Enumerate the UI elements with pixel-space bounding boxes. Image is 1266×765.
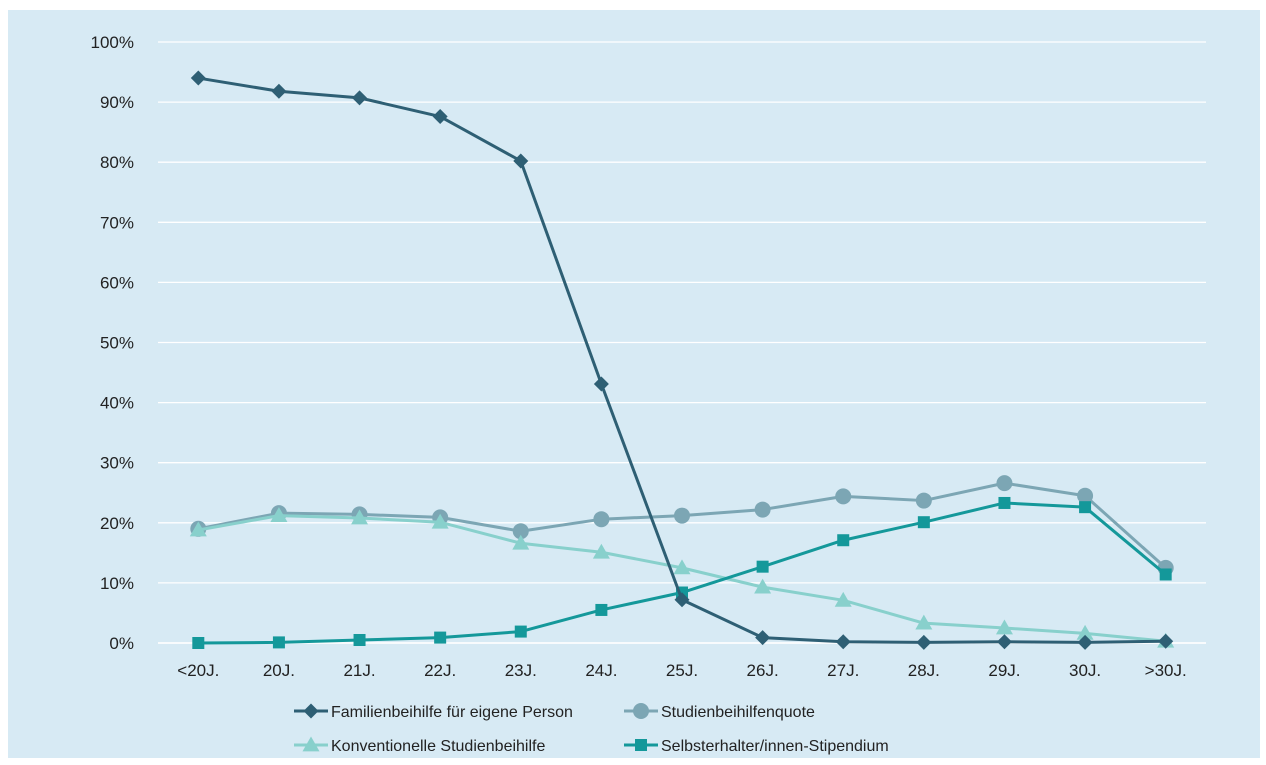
data-point: [674, 507, 690, 524]
legend-label: Studienbeihilfenquote: [661, 704, 815, 721]
data-point: [1158, 633, 1174, 649]
data-point: [192, 637, 205, 649]
chart-area: 0% 10% 20% 30% 40% 50% 60% 70% 80% 90% 100% <20J. 2…: [8, 10, 1260, 758]
data-point: [996, 475, 1013, 492]
x-tick-label: 27J.: [827, 661, 859, 680]
y-tick-label: 60%: [100, 273, 134, 292]
data-point: [673, 559, 691, 575]
x-tick-label: 20J.: [263, 661, 295, 680]
data-point: [431, 513, 449, 529]
data-point: [837, 534, 850, 547]
y-tick-label: 30%: [100, 454, 134, 473]
data-point: [835, 634, 851, 650]
data-point: [353, 633, 366, 646]
x-tick-label: 29J.: [988, 661, 1020, 680]
data-point: [513, 153, 529, 169]
x-tick-label: 25J.: [666, 661, 698, 680]
data-point: [754, 501, 771, 518]
legend-marker: [633, 703, 649, 719]
data-point: [351, 509, 369, 525]
data-point: [1079, 501, 1092, 514]
x-axis-ticks: <20J. 20J. 21J. 22J. 23J. 24J. 25J. 26J. 27J. 28J…: [177, 661, 1186, 680]
data-point: [595, 603, 608, 616]
data-point: [916, 634, 932, 650]
data-point: [272, 636, 285, 649]
y-tick-label: 40%: [100, 394, 134, 413]
data-point: [996, 634, 1012, 650]
data-point: [189, 521, 207, 537]
line-chart: 0% 10% 20% 30% 40% 50% 60% 70% 80% 90% 100% <20J. 2…: [91, 33, 1206, 755]
gridlines: [158, 41, 1206, 644]
data-point: [270, 507, 288, 522]
legend-marker: [635, 739, 647, 751]
data-point: [593, 511, 610, 528]
y-tick-label: 10%: [100, 574, 134, 593]
data-point: [674, 592, 690, 608]
data-point: [915, 492, 932, 509]
data-point: [917, 516, 930, 529]
y-tick-label: 70%: [100, 213, 134, 232]
data-point: [271, 83, 287, 99]
data-point: [1077, 487, 1094, 504]
x-tick-label: 28J.: [908, 661, 940, 680]
legend-marker: [302, 736, 320, 752]
series-line: [198, 514, 1166, 643]
data-point: [755, 630, 771, 646]
data-point: [754, 578, 772, 594]
data-point: [190, 70, 206, 86]
legend-item: Familienbeihilfe für eigene Person: [294, 703, 573, 721]
data-point: [432, 109, 448, 125]
y-tick-label: 80%: [100, 153, 134, 172]
data-point: [834, 591, 852, 607]
series-2: [189, 507, 1175, 648]
data-point: [835, 488, 852, 505]
legend-label: Konventionelle Studienbeihilfe: [331, 738, 545, 755]
legend-marker: [303, 703, 319, 719]
data-point: [915, 614, 933, 630]
legend: Familienbeihilfe für eigene Person Studie…: [294, 703, 889, 755]
x-tick-label: <20J.: [177, 661, 219, 680]
data-point: [1159, 568, 1172, 581]
data-point: [995, 619, 1013, 635]
x-tick-label: 23J.: [505, 661, 537, 680]
y-tick-label: 90%: [100, 93, 134, 112]
legend-item: Konventionelle Studienbeihilfe: [294, 736, 545, 755]
series-lines: [189, 70, 1175, 650]
data-point: [434, 631, 447, 644]
series-line: [198, 481, 1167, 569]
x-tick-label: 30J.: [1069, 661, 1101, 680]
legend-item: Selbsterhalter/innen-Stipendium: [624, 738, 889, 755]
data-point: [512, 523, 529, 540]
data-point: [998, 496, 1011, 509]
x-tick-label: 24J.: [585, 661, 617, 680]
y-tick-label: 20%: [100, 514, 134, 533]
data-point: [1077, 634, 1093, 650]
data-point: [512, 534, 530, 550]
data-point: [514, 625, 527, 638]
legend-label: Selbsterhalter/innen-Stipendium: [661, 738, 889, 755]
data-point: [352, 90, 368, 106]
y-tick-label: 100%: [91, 33, 134, 52]
data-point: [1076, 624, 1094, 640]
x-tick-label: >30J.: [1145, 661, 1187, 680]
x-tick-label: 21J.: [343, 661, 375, 680]
legend-label: Familienbeihilfe für eigene Person: [331, 704, 573, 721]
y-tick-label: 50%: [100, 334, 134, 353]
legend-item: Studienbeihilfenquote: [624, 703, 815, 721]
x-tick-label: 26J.: [747, 661, 779, 680]
data-point: [756, 560, 769, 573]
series-0: [190, 70, 1174, 650]
data-point: [593, 376, 609, 392]
y-axis-ticks: 0% 10% 20% 30% 40% 50% 60% 70% 80% 90% 100%: [91, 33, 134, 653]
data-point: [592, 543, 610, 559]
y-tick-label: 0%: [109, 634, 134, 653]
x-tick-label: 22J.: [424, 661, 456, 680]
